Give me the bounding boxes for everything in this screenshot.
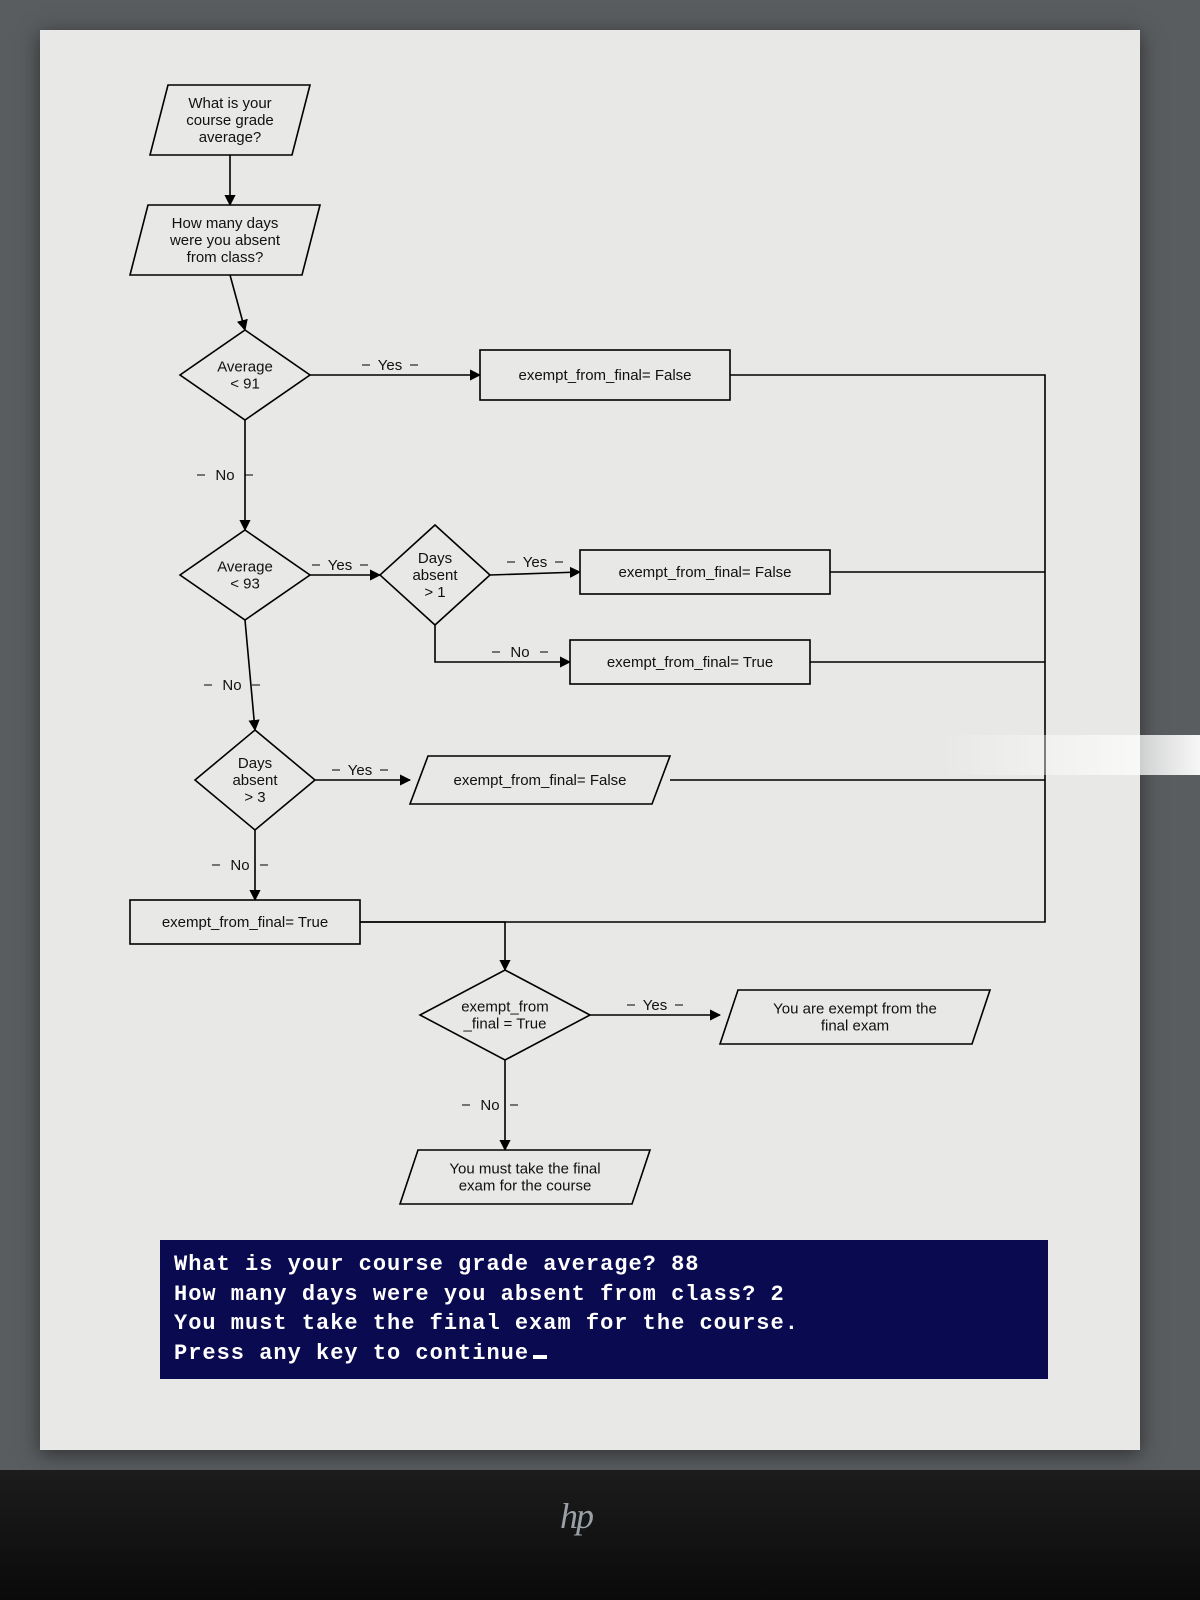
- node-d2: Average: [217, 559, 273, 576]
- node-d3: > 1: [424, 584, 445, 601]
- edge-label: Yes: [348, 762, 372, 779]
- edge-label: Yes: [378, 357, 402, 374]
- edge-q2-d1: [230, 275, 245, 330]
- node-r1: exempt_from_final= False: [519, 367, 692, 384]
- node-d4: absent: [232, 772, 278, 789]
- node-q2: from class?: [187, 249, 264, 266]
- node-q1: average?: [199, 129, 262, 146]
- node-d1: Average: [217, 359, 273, 376]
- node-d1: < 91: [230, 376, 260, 393]
- edge-label: Yes: [523, 554, 547, 571]
- edge-label: No: [215, 467, 234, 484]
- node-d4: Days: [238, 755, 272, 772]
- console-line: You must take the final exam for the cou…: [174, 1309, 1034, 1339]
- node-p3: exam for the course: [459, 1178, 592, 1195]
- node-r3: exempt_from_final= True: [607, 654, 773, 671]
- node-q2: How many days: [172, 215, 279, 232]
- edge-label: No: [480, 1097, 499, 1114]
- edge-label: No: [222, 677, 241, 694]
- node-d3: Days: [418, 550, 452, 567]
- flowchart-page: Yes No Yes Yes No No Yes No Yes No What is yourcou…: [40, 30, 1140, 1450]
- console-line: Press any key to continue: [174, 1339, 1034, 1369]
- edge-label: No: [510, 644, 529, 661]
- node-d5: exempt_from: [461, 999, 549, 1016]
- edge-d2-d4: [245, 620, 255, 730]
- cursor-icon: [533, 1355, 547, 1359]
- console-output: What is your course grade average? 88 Ho…: [160, 1240, 1048, 1379]
- edge-label: No: [230, 857, 249, 874]
- node-q1: course grade: [186, 112, 274, 129]
- console-line: What is your course grade average? 88: [174, 1250, 1034, 1280]
- edge-d3-r3: [435, 625, 570, 662]
- edge-label: Yes: [328, 557, 352, 574]
- node-d5: _final = True: [463, 1016, 547, 1033]
- node-d4: > 3: [244, 789, 265, 806]
- node-r4: exempt_from_final= True: [162, 914, 328, 931]
- node-p3: You must take the final: [449, 1161, 600, 1178]
- node-d3: absent: [412, 567, 458, 584]
- edge-r4-d5: [360, 922, 505, 970]
- edge-label: Yes: [643, 997, 667, 1014]
- node-q1: What is your: [188, 95, 271, 112]
- node-p2: final exam: [821, 1018, 889, 1035]
- flowchart-svg: Yes No Yes Yes No No Yes No Yes No What is yourcou…: [40, 30, 1140, 1450]
- node-q2: were you absent: [169, 232, 281, 249]
- laptop-bezel: [0, 1470, 1200, 1600]
- console-line: How many days were you absent from class…: [174, 1280, 1034, 1310]
- edge-d3-r2: [490, 572, 580, 575]
- screen-root: Yes No Yes Yes No No Yes No Yes No What is yourcou…: [0, 0, 1200, 1600]
- node-p2: You are exempt from the: [773, 1001, 937, 1018]
- hp-logo: hp: [560, 1495, 592, 1537]
- console-text: Press any key to continue: [174, 1341, 529, 1366]
- node-r2: exempt_from_final= False: [619, 564, 792, 581]
- node-p1: exempt_from_final= False: [454, 772, 627, 789]
- node-d2: < 93: [230, 576, 260, 593]
